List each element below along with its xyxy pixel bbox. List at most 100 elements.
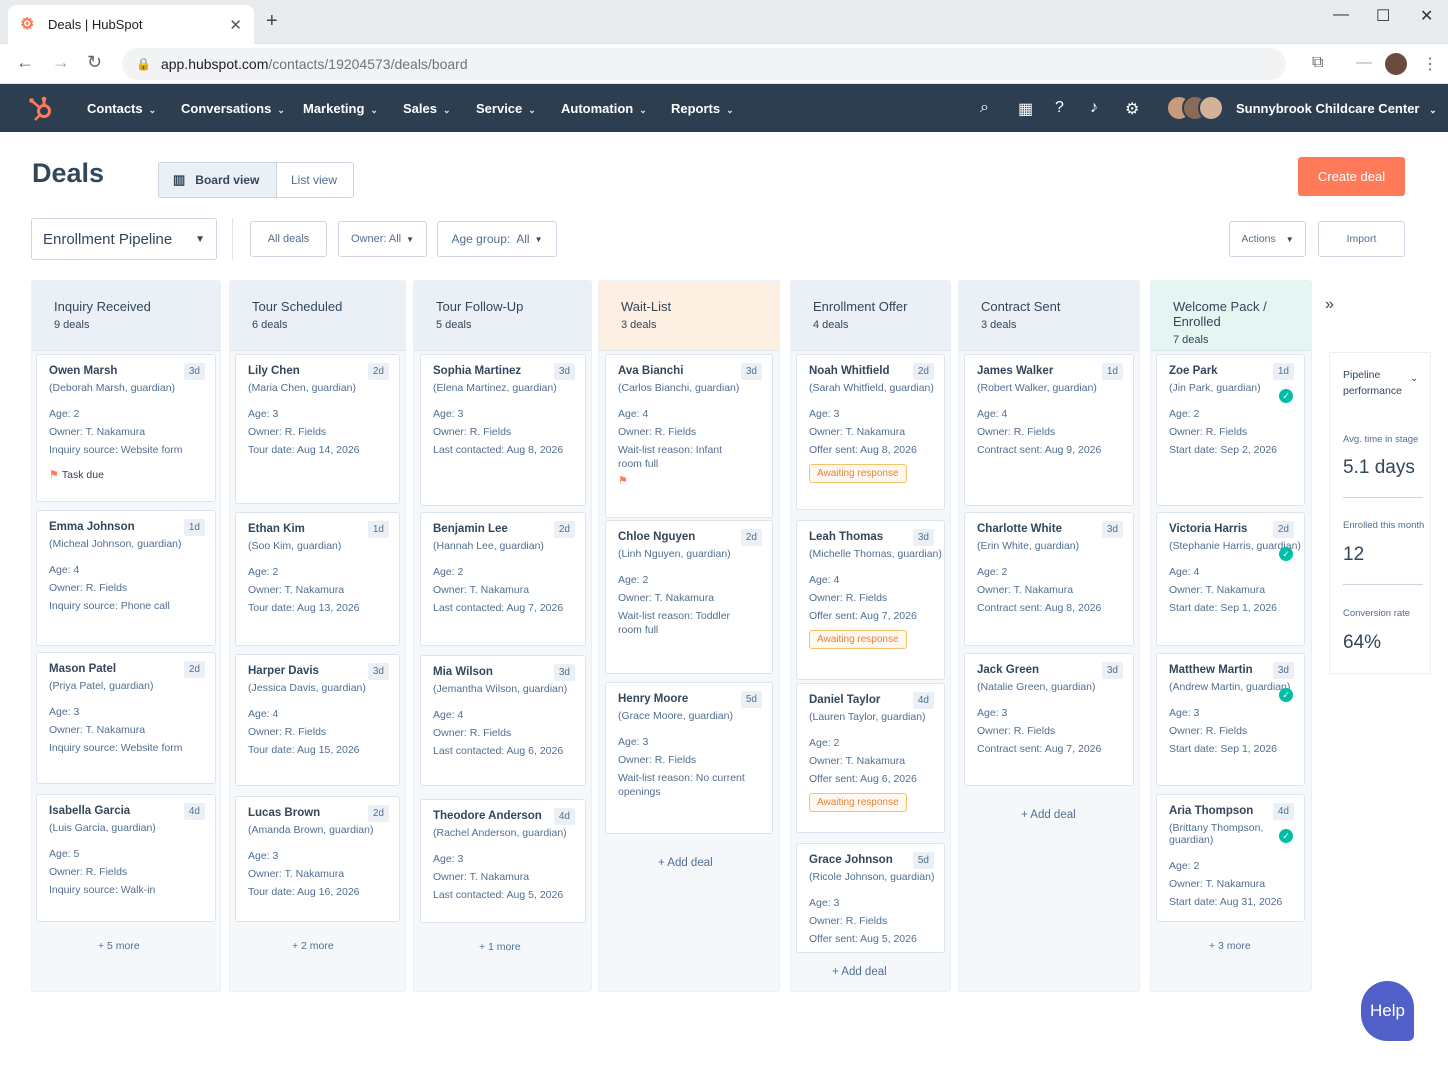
add-deal-link[interactable]: + Add deal <box>832 966 887 978</box>
deal-card[interactable]: Ethan Kim 1d (Soo Kim, guardian) Age: 2 Owne… <box>235 512 400 646</box>
close-window-icon[interactable]: ✕ <box>1420 8 1434 25</box>
column-header[interactable]: Contract Sent 3 deals <box>959 281 1139 351</box>
show-more-link[interactable]: + 3 more <box>1209 940 1251 952</box>
nav-conversations[interactable]: Conversations ⌄ <box>181 101 285 116</box>
minimize-icon[interactable]: — <box>1333 6 1349 23</box>
add-deal-link[interactable]: + Add deal <box>658 857 713 869</box>
actions-button[interactable]: Actions ▼ <box>1229 221 1306 257</box>
hubspot-logo-icon[interactable] <box>28 96 54 122</box>
column-header[interactable]: Welcome Pack / Enrolled 7 deals <box>1151 281 1311 351</box>
account-menu[interactable]: Sunnybrook Childcare Center ⌄ <box>1236 101 1437 116</box>
help-icon[interactable]: ? <box>1055 99 1064 116</box>
deal-card[interactable]: Sophia Martinez 3d (Elena Martinez, guardi… <box>420 354 586 506</box>
deal-name[interactable]: Theodore Anderson <box>433 810 542 822</box>
deal-card[interactable]: Daniel Taylor 4d (Lauren Taylor, guardian)… <box>796 683 945 833</box>
browser-tab[interactable]: ⚙ Deals | HubSpot ✕ <box>8 5 254 44</box>
nav-automation[interactable]: Automation ⌄ <box>561 101 647 116</box>
deal-name[interactable]: Sophia Martinez <box>433 365 522 377</box>
all-deals-filter[interactable]: All deals <box>250 221 327 257</box>
deal-name[interactable]: Zoe Park <box>1169 365 1218 377</box>
deal-name[interactable]: Henry Moore <box>618 693 689 705</box>
show-more-link[interactable]: + 2 more <box>292 940 334 952</box>
deal-name[interactable]: Ethan Kim <box>248 523 305 535</box>
nav-sales[interactable]: Sales ⌄ <box>403 101 451 116</box>
notifications-bell-icon[interactable]: ♪ <box>1090 99 1098 116</box>
deal-card[interactable]: Zoe Park 1d (Jin Park, guardian) Age: 2 Owne… <box>1156 354 1305 506</box>
deal-card[interactable]: Matthew Martin 3d (Andrew Martin, guardian… <box>1156 653 1305 786</box>
create-deal-button[interactable]: Create deal <box>1298 157 1405 196</box>
deal-card[interactable]: Aria Thompson 4d (Brittany Thompson, guard… <box>1156 794 1305 922</box>
deal-name[interactable]: Charlotte White <box>977 523 1062 535</box>
show-more-link[interactable]: + 1 more <box>479 941 521 953</box>
deal-name[interactable]: Mason Patel <box>49 663 117 675</box>
help-button[interactable]: Help <box>1361 981 1414 1041</box>
pipeline-select[interactable]: Enrollment Pipeline ▼ <box>31 218 217 260</box>
deal-card[interactable]: Mason Patel 2d (Priya Patel, guardian) Age:… <box>36 652 216 784</box>
column-header[interactable]: Tour Follow-Up 5 deals <box>414 281 591 351</box>
deal-name[interactable]: Harper Davis <box>248 665 319 677</box>
add-deal-link[interactable]: + Add deal <box>1021 809 1076 821</box>
nav-service[interactable]: Service ⌄ <box>476 101 536 116</box>
nav-contacts[interactable]: Contacts ⌄ <box>87 101 156 116</box>
deal-name[interactable]: Isabella Garcia <box>49 805 131 817</box>
deal-card[interactable]: Victoria Harris 2d (Stephanie Harris, guar… <box>1156 512 1305 646</box>
deal-card[interactable]: Noah Whitfield 2d (Sarah Whitfield, guardi… <box>796 354 945 510</box>
deal-card[interactable]: Henry Moore 5d (Grace Moore, guardian) Age:… <box>605 682 773 834</box>
deal-name[interactable]: Mia Wilson <box>433 666 493 678</box>
deal-card[interactable]: Leah Thomas 3d (Michelle Thomas, guardian)… <box>796 520 945 680</box>
deal-card[interactable]: Lucas Brown 2d (Amanda Brown, guardian) Age… <box>235 796 400 922</box>
deal-name[interactable]: Daniel Taylor <box>809 694 881 706</box>
deal-card[interactable]: Jack Green 3d (Natalie Green, guardian) Age… <box>964 653 1134 786</box>
owner-filter[interactable]: Owner: All ▼ <box>338 221 427 257</box>
forward-icon[interactable]: → <box>52 52 70 72</box>
deal-name[interactable]: Noah Whitfield <box>809 365 890 377</box>
back-icon[interactable]: ← <box>16 52 34 72</box>
deal-card[interactable]: Lily Chen 2d (Maria Chen, guardian) Age: 3 O… <box>235 354 400 504</box>
nav-reports[interactable]: Reports ⌄ <box>671 101 734 116</box>
team-avatars[interactable] <box>1166 95 1226 123</box>
new-tab-icon[interactable]: + <box>266 10 278 32</box>
column-header[interactable]: Enrollment Offer 4 deals <box>791 281 950 351</box>
deal-card[interactable]: Theodore Anderson 4d (Rachel Anderson, gua… <box>420 799 586 923</box>
expand-sidebar-icon[interactable]: » <box>1325 296 1334 313</box>
deal-card[interactable]: Mia Wilson 3d (Jemantha Wilson, guardian) A… <box>420 655 586 786</box>
deal-name[interactable]: Ava Bianchi <box>618 365 684 377</box>
deal-name[interactable]: Lily Chen <box>248 365 300 377</box>
reload-icon[interactable]: ↻ <box>87 52 103 72</box>
deal-name[interactable]: Owen Marsh <box>49 365 118 377</box>
deal-card[interactable]: Charlotte White 3d (Erin White, guardian) A… <box>964 512 1134 646</box>
list-view-button[interactable]: List view <box>277 163 353 197</box>
close-tab-icon[interactable]: ✕ <box>229 16 242 34</box>
deal-name[interactable]: James Walker <box>977 365 1054 377</box>
deal-name[interactable]: Jack Green <box>977 664 1040 676</box>
deal-name[interactable]: Aria Thompson <box>1169 805 1254 817</box>
deal-name[interactable]: Lucas Brown <box>248 807 321 819</box>
extensions-icon[interactable]: ⧉ <box>1312 54 1324 71</box>
age-group-filter[interactable]: Age group: All ▼ <box>437 221 557 257</box>
menu-kebab-icon[interactable]: ⋮ <box>1422 56 1438 73</box>
column-header[interactable]: Tour Scheduled 6 deals <box>230 281 405 351</box>
deal-name[interactable]: Emma Johnson <box>49 521 135 533</box>
nav-marketing[interactable]: Marketing ⌄ <box>303 101 378 116</box>
deal-name[interactable]: Victoria Harris <box>1169 523 1248 535</box>
deal-card[interactable]: Emma Johnson 1d (Micheal Johnson, guardian… <box>36 510 216 646</box>
task-due-indicator[interactable]: ⚑ Task due <box>49 468 215 481</box>
deal-name[interactable]: Benjamin Lee <box>433 523 508 535</box>
deal-card[interactable]: Grace Johnson 5d (Ricole Johnson, guardian… <box>796 843 945 953</box>
deal-name[interactable]: Chloe Nguyen <box>618 531 696 543</box>
column-header[interactable]: Wait-List 3 deals <box>599 281 779 351</box>
maximize-icon[interactable]: ☐ <box>1376 8 1391 25</box>
deal-card[interactable]: James Walker 1d (Robert Walker, guardian) A… <box>964 354 1134 506</box>
board-view-button[interactable]: ▥ Board view <box>159 163 277 197</box>
deal-card[interactable]: Ava Bianchi 3d (Carlos Bianchi, guardian) A… <box>605 354 773 518</box>
settings-gear-icon[interactable]: ⚙ <box>1125 101 1140 118</box>
search-icon[interactable]: ⌕ <box>980 99 989 116</box>
deal-name[interactable]: Leah Thomas <box>809 531 884 543</box>
chevron-down-icon[interactable]: ⌄ <box>1410 373 1419 384</box>
deal-name[interactable]: Matthew Martin <box>1169 664 1253 676</box>
deal-card[interactable]: Chloe Nguyen 2d (Linh Nguyen, guardian) Age… <box>605 520 773 674</box>
import-button[interactable]: Import <box>1318 221 1405 257</box>
deal-card[interactable]: Isabella Garcia 4d (Luis Garcia, guardian)… <box>36 794 216 922</box>
deal-card[interactable]: Harper Davis 3d (Jessica Davis, guardian) A… <box>235 654 400 786</box>
browser-profile-avatar[interactable] <box>1385 53 1407 75</box>
